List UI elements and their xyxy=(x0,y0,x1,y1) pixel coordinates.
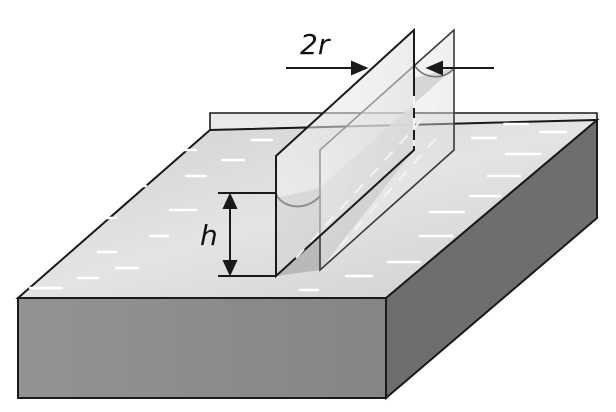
label-h: h xyxy=(200,219,218,252)
column-streaks xyxy=(295,96,441,259)
height-dimension xyxy=(218,192,276,277)
label-2r: 2r xyxy=(300,28,331,61)
container-front-face xyxy=(17,297,387,399)
gap-dimension xyxy=(286,60,494,76)
liquid-streaks xyxy=(28,122,568,292)
front-plate xyxy=(275,27,415,279)
